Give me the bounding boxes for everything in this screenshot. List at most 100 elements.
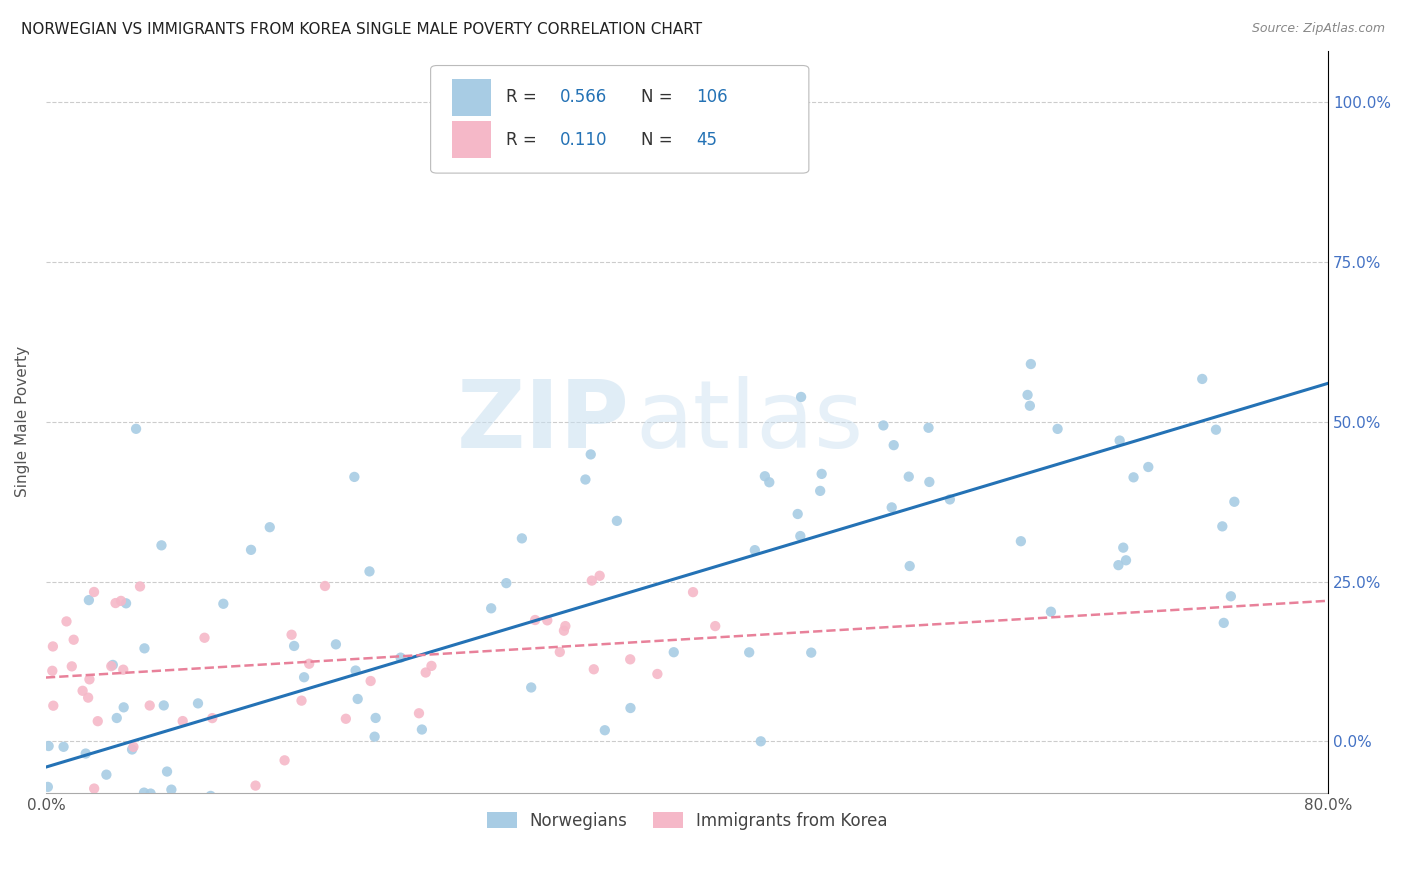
Point bbox=[52, 739, 75, 754]
Point bbox=[786, 507, 808, 521]
Point bbox=[96, 767, 118, 781]
Text: N =: N = bbox=[641, 88, 678, 106]
Point bbox=[408, 706, 430, 721]
Point bbox=[292, 670, 315, 684]
Point bbox=[240, 542, 263, 557]
Point bbox=[77, 690, 100, 705]
Point bbox=[389, 650, 412, 665]
Point bbox=[704, 619, 727, 633]
Point bbox=[179, 871, 201, 886]
Point bbox=[37, 780, 59, 794]
Point bbox=[939, 492, 962, 507]
Point bbox=[200, 789, 222, 803]
Point bbox=[187, 697, 209, 711]
Point bbox=[115, 596, 138, 610]
Point bbox=[918, 475, 941, 489]
Point bbox=[336, 801, 359, 815]
Point bbox=[1191, 372, 1213, 386]
Point bbox=[1107, 558, 1129, 573]
Point bbox=[72, 797, 94, 811]
Point bbox=[259, 520, 281, 534]
Point bbox=[344, 664, 367, 678]
Point bbox=[536, 613, 558, 627]
Point bbox=[593, 723, 616, 738]
Point bbox=[72, 862, 94, 876]
Point bbox=[754, 469, 776, 483]
Text: ZIP: ZIP bbox=[457, 376, 630, 467]
Legend: Norwegians, Immigrants from Korea: Norwegians, Immigrants from Korea bbox=[479, 805, 894, 837]
Point bbox=[1122, 470, 1144, 484]
Point bbox=[55, 813, 77, 827]
Point bbox=[152, 698, 174, 713]
Point bbox=[790, 390, 813, 404]
Point bbox=[105, 711, 128, 725]
Point bbox=[359, 565, 381, 579]
Point bbox=[101, 657, 124, 672]
Point bbox=[579, 447, 602, 461]
Point bbox=[139, 787, 162, 801]
Point bbox=[364, 711, 387, 725]
Point bbox=[744, 543, 766, 558]
Text: 0.566: 0.566 bbox=[560, 88, 607, 106]
Point bbox=[1115, 553, 1137, 567]
Point bbox=[917, 421, 939, 435]
Point bbox=[360, 673, 382, 688]
Point bbox=[898, 559, 921, 574]
Point bbox=[897, 469, 920, 483]
Point bbox=[1108, 434, 1130, 448]
Point bbox=[129, 579, 152, 593]
Point bbox=[1017, 388, 1039, 402]
Point bbox=[143, 856, 166, 871]
Point bbox=[60, 659, 83, 673]
Point bbox=[619, 652, 641, 666]
Point bbox=[42, 640, 65, 654]
Point bbox=[134, 641, 156, 656]
Point bbox=[314, 579, 336, 593]
Point bbox=[343, 470, 366, 484]
Point bbox=[510, 532, 533, 546]
Point bbox=[1137, 460, 1160, 475]
Point bbox=[682, 585, 704, 599]
Point bbox=[184, 824, 207, 838]
Point bbox=[280, 628, 302, 642]
Point bbox=[1019, 357, 1042, 371]
Point bbox=[129, 812, 152, 826]
Point bbox=[479, 601, 502, 615]
Point bbox=[1039, 605, 1062, 619]
Point bbox=[298, 657, 321, 671]
Point bbox=[346, 692, 368, 706]
Point bbox=[138, 698, 160, 713]
Point bbox=[872, 418, 894, 433]
Point bbox=[420, 659, 443, 673]
Point bbox=[132, 786, 155, 800]
Point bbox=[1223, 495, 1246, 509]
Point bbox=[69, 887, 91, 892]
Point bbox=[174, 818, 197, 832]
Point bbox=[1018, 399, 1040, 413]
Point bbox=[810, 467, 832, 481]
Point bbox=[156, 764, 179, 779]
Point bbox=[212, 597, 235, 611]
Point bbox=[79, 673, 101, 687]
Point bbox=[112, 700, 135, 714]
Point bbox=[87, 714, 110, 728]
Point bbox=[193, 631, 215, 645]
Text: 45: 45 bbox=[696, 131, 717, 149]
Point bbox=[800, 646, 823, 660]
Point bbox=[42, 698, 65, 713]
Point bbox=[77, 812, 100, 826]
Point bbox=[129, 793, 152, 807]
Text: 106: 106 bbox=[696, 88, 728, 106]
Point bbox=[574, 473, 596, 487]
Point bbox=[245, 779, 267, 793]
Point bbox=[41, 664, 63, 678]
Point bbox=[738, 645, 761, 659]
Point bbox=[589, 568, 612, 582]
FancyBboxPatch shape bbox=[430, 65, 808, 173]
Point bbox=[647, 667, 669, 681]
Text: N =: N = bbox=[641, 131, 678, 149]
Point bbox=[1205, 423, 1227, 437]
Point bbox=[62, 632, 84, 647]
Point bbox=[581, 574, 603, 588]
Point bbox=[758, 475, 780, 490]
